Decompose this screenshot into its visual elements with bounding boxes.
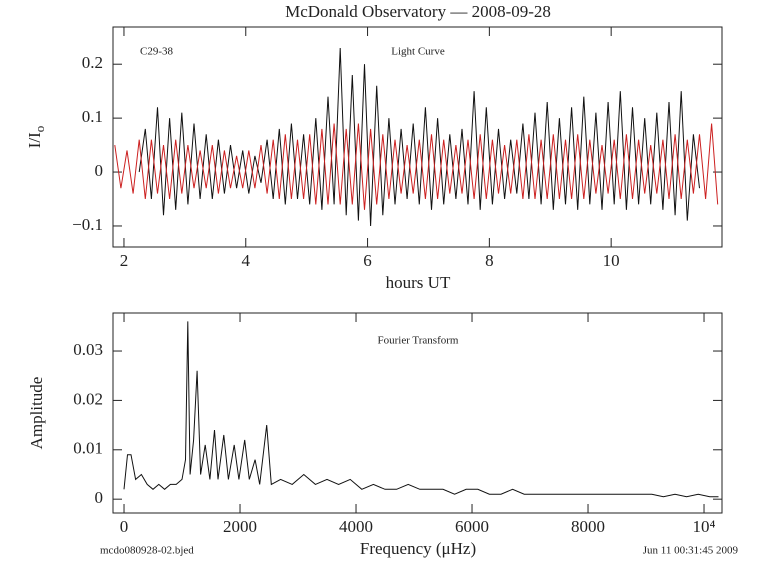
y-tick-label: 0 bbox=[95, 488, 104, 507]
y-tick-label: 0.1 bbox=[82, 107, 103, 126]
y-axis-label-sub: o bbox=[32, 126, 47, 133]
x-tick-label: 4000 bbox=[339, 517, 373, 536]
panel-annotation: Fourier Transform bbox=[378, 335, 459, 347]
footer-file: mcdo080928-02.bjed bbox=[100, 545, 194, 557]
x-tick-label: 6 bbox=[363, 251, 372, 270]
x-axis-label: Frequency (μHz) bbox=[360, 539, 476, 558]
x-axis-label: hours UT bbox=[386, 273, 451, 292]
chart-title: McDonald Observatory — 2008-09-28 bbox=[285, 2, 551, 21]
y-tick-label: 0 bbox=[95, 161, 104, 180]
y-tick-label: 0.01 bbox=[73, 439, 103, 458]
y-tick-label: 0.03 bbox=[73, 340, 103, 359]
data-line bbox=[114, 123, 719, 210]
x-tick-label: 10 bbox=[603, 251, 620, 270]
x-tick-label: 0 bbox=[120, 517, 129, 536]
y-axis-label-main: I/I bbox=[25, 132, 44, 148]
star-label: C29-38 bbox=[140, 46, 174, 58]
panel-annotation: Light Curve bbox=[391, 46, 445, 58]
y-tick-label: 0.02 bbox=[73, 389, 103, 408]
footer-date: Jun 11 00:31:45 2009 bbox=[643, 545, 739, 557]
x-tick-label: 6000 bbox=[455, 517, 489, 536]
x-tick-label: 10⁴ bbox=[693, 517, 716, 536]
data-line bbox=[123, 321, 719, 498]
x-tick-label: 8 bbox=[485, 251, 494, 270]
y-tick-label: −0.1 bbox=[72, 215, 103, 234]
x-tick-label: 2000 bbox=[223, 517, 257, 536]
plot-frame bbox=[112, 312, 723, 514]
x-tick-label: 4 bbox=[242, 251, 251, 270]
y-axis-label: Amplitude bbox=[27, 377, 46, 450]
data-line bbox=[138, 47, 700, 227]
y-axis-label: I/Io bbox=[25, 126, 47, 149]
x-tick-label: 2 bbox=[120, 251, 129, 270]
plot-frame bbox=[112, 26, 723, 248]
x-tick-label: 8000 bbox=[571, 517, 605, 536]
y-tick-label: 0.2 bbox=[82, 53, 103, 72]
